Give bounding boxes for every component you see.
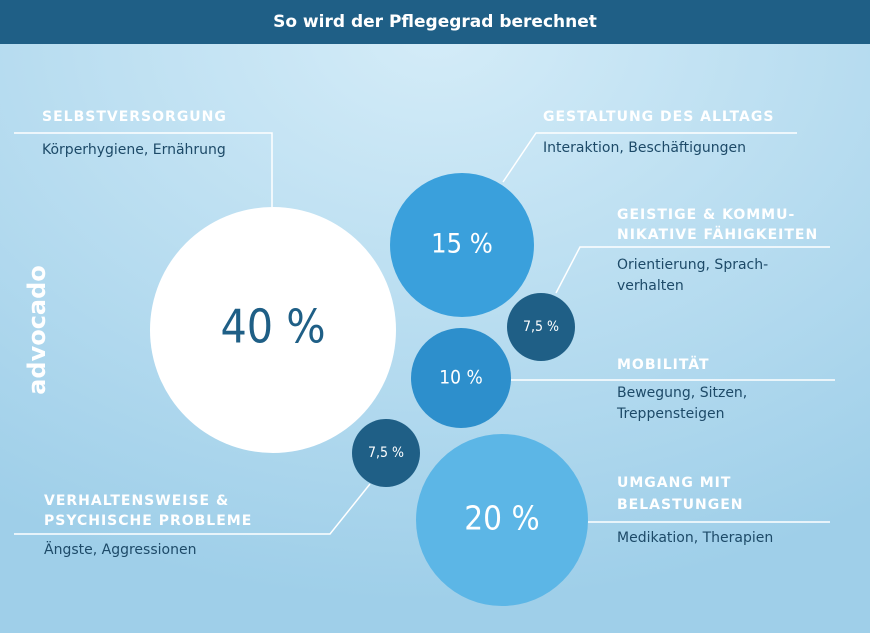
node-description: verhalten bbox=[617, 278, 684, 294]
node-title: GEISTIGE & KOMMU- bbox=[617, 207, 795, 223]
bubble bbox=[411, 328, 511, 428]
bubble bbox=[150, 207, 396, 453]
node-title: PSYCHISCHE PROBLEME bbox=[44, 513, 252, 529]
node-title: GESTALTUNG DES ALLTAGS bbox=[543, 109, 774, 125]
node-description: Bewegung, Sitzen, bbox=[617, 385, 747, 401]
node-title: MOBILITÄT bbox=[617, 356, 710, 373]
node-title: SELBSTVERSORGUNG bbox=[42, 109, 227, 125]
node-description: Ängste, Aggressionen bbox=[44, 540, 196, 558]
node-description: Interaktion, Beschäftigungen bbox=[543, 140, 746, 156]
connector bbox=[14, 132, 273, 207]
bubble-label: 15 % bbox=[431, 229, 493, 260]
node-description: Treppensteigen bbox=[616, 406, 724, 422]
connector bbox=[502, 132, 797, 183]
bubble-label: 40 % bbox=[220, 300, 325, 354]
node-title: UMGANG MIT bbox=[617, 475, 731, 491]
bubble bbox=[390, 173, 534, 317]
bubble-label: 7,5 % bbox=[523, 319, 559, 335]
bubble-label: 7,5 % bbox=[368, 445, 404, 461]
bubble-label: 10 % bbox=[439, 367, 482, 389]
bubble bbox=[416, 434, 588, 606]
node-description: Medikation, Therapien bbox=[617, 530, 773, 546]
node-description: Orientierung, Sprach- bbox=[617, 257, 768, 273]
node-title: VERHALTENSWEISE & bbox=[44, 493, 229, 509]
header-bar bbox=[0, 0, 870, 44]
node-description: Körperhygiene, Ernährung bbox=[42, 142, 226, 158]
bubble-label: 20 % bbox=[464, 499, 539, 538]
bubble bbox=[507, 293, 575, 361]
brand: advocado bbox=[23, 265, 51, 395]
connector bbox=[14, 483, 371, 535]
node-title: BELASTUNGEN bbox=[617, 497, 743, 513]
header-title: So wird der Pflegegrad berechnet bbox=[273, 12, 597, 32]
connector bbox=[555, 246, 830, 294]
bubble bbox=[352, 419, 420, 487]
node-title: NIKATIVE FÄHIGKEITEN bbox=[617, 226, 818, 243]
